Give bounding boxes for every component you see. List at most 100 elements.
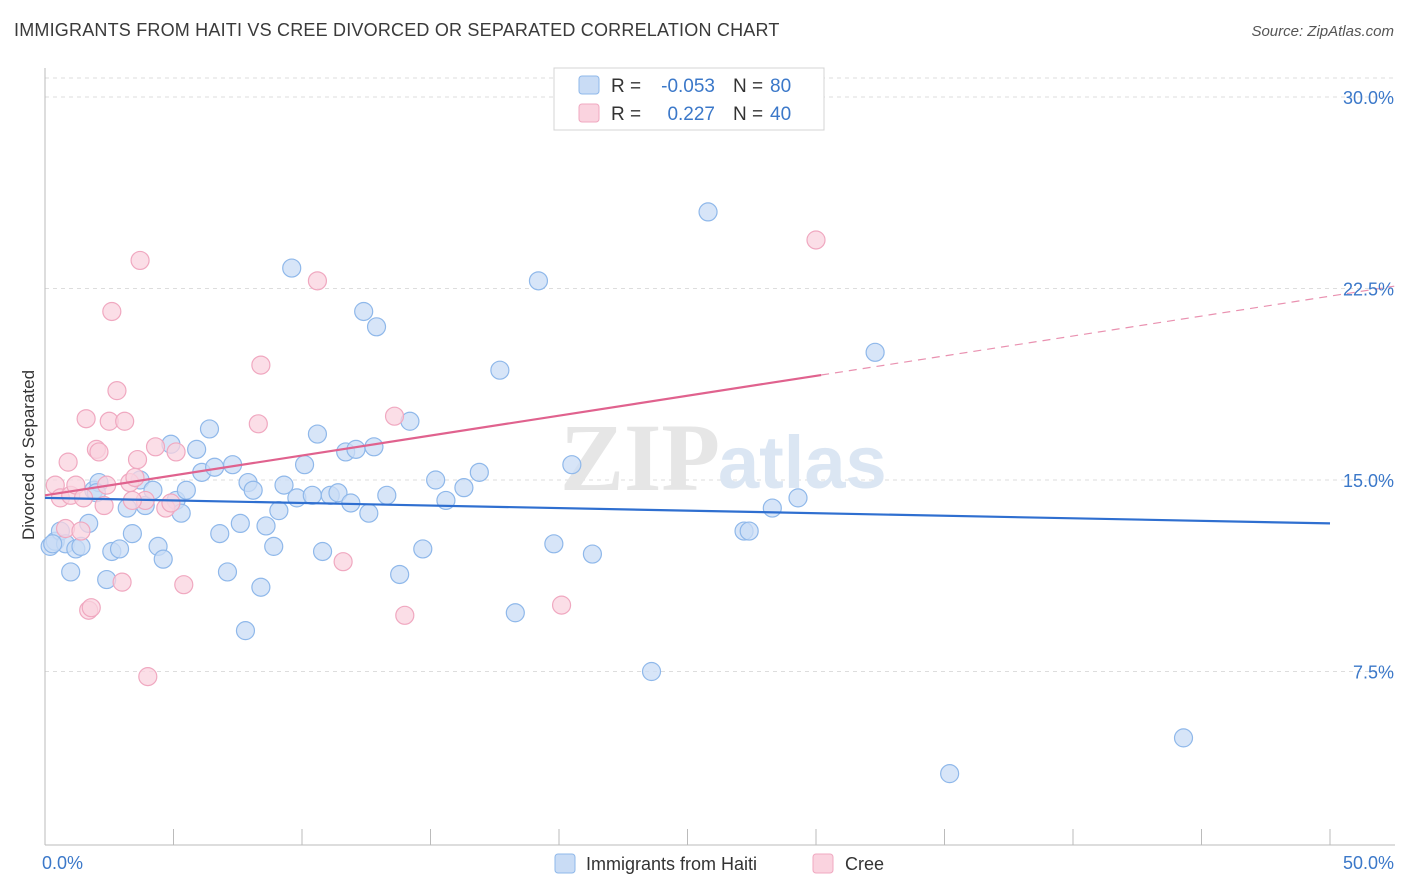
chart-source: Source: ZipAtlas.com xyxy=(1251,23,1394,40)
legend-r-label-cree: R = xyxy=(611,104,641,125)
axes xyxy=(44,68,1395,846)
trend-lines xyxy=(44,285,1395,525)
point-cree xyxy=(81,598,101,618)
y-tick-labels: 7.5% 15.0% 22.5% 30.0% xyxy=(1343,88,1394,683)
point-haiti xyxy=(302,485,322,505)
point-cree xyxy=(115,411,135,431)
point-cree xyxy=(112,572,132,592)
point-haiti xyxy=(762,498,782,518)
point-haiti xyxy=(390,564,410,585)
point-cree xyxy=(76,409,96,429)
point-haiti xyxy=(544,534,564,554)
point-haiti xyxy=(413,539,433,559)
point-haiti xyxy=(377,485,397,505)
point-haiti xyxy=(312,541,333,562)
point-haiti xyxy=(641,661,662,682)
point-haiti xyxy=(153,549,173,569)
point-haiti xyxy=(562,455,582,475)
point-haiti xyxy=(264,536,284,556)
point-haiti xyxy=(256,516,276,536)
point-cree xyxy=(395,605,415,625)
point-cree xyxy=(102,301,122,322)
point-haiti xyxy=(230,513,250,534)
point-haiti xyxy=(426,470,446,490)
bottom-legend: Immigrants from Haiti Cree xyxy=(554,853,884,874)
point-cree xyxy=(384,406,405,426)
point-cree xyxy=(251,355,271,375)
point-cree xyxy=(94,495,114,516)
y-tick-label: 15.0% xyxy=(1343,471,1394,491)
point-cree xyxy=(307,271,328,291)
point-cree xyxy=(138,667,158,687)
point-haiti xyxy=(307,424,328,444)
point-haiti xyxy=(788,488,808,508)
point-haiti xyxy=(354,301,374,322)
x-tick-label-max: 50.0% xyxy=(1343,853,1394,873)
point-haiti xyxy=(1173,728,1194,748)
legend-r-label-haiti: R = xyxy=(611,76,641,97)
point-haiti xyxy=(243,480,263,500)
bottom-legend-label-cree: Cree xyxy=(845,854,884,874)
point-cree xyxy=(551,595,572,615)
point-haiti xyxy=(269,501,289,521)
point-haiti xyxy=(698,202,718,222)
legend-r-value-haiti: -0.053 xyxy=(661,76,715,97)
y-tick-label: 7.5% xyxy=(1353,663,1394,683)
point-haiti xyxy=(251,577,271,597)
point-haiti xyxy=(328,483,348,503)
y-axis-label: Divorced or Separated xyxy=(19,370,38,540)
point-haiti xyxy=(217,562,238,582)
point-cree xyxy=(71,521,91,541)
watermark-zip: ZIP xyxy=(560,404,720,511)
point-cree xyxy=(127,449,148,470)
point-haiti xyxy=(505,603,525,623)
point-cree xyxy=(806,230,826,250)
point-haiti xyxy=(187,439,207,459)
legend-n-label-haiti: N = xyxy=(733,76,763,97)
trend-line-haiti xyxy=(44,496,1331,525)
point-haiti xyxy=(528,271,549,291)
legend-r-value-cree: 0.227 xyxy=(667,104,715,125)
x-tick-marks xyxy=(44,829,1331,845)
y-tick-label: 22.5% xyxy=(1343,280,1394,300)
point-cree xyxy=(107,381,127,401)
x-tick-label-min: 0.0% xyxy=(42,853,83,873)
point-cree xyxy=(125,467,145,488)
point-haiti xyxy=(294,455,315,475)
point-cree xyxy=(166,442,186,462)
point-cree xyxy=(145,437,166,457)
point-haiti xyxy=(739,521,759,541)
point-haiti xyxy=(469,462,489,482)
legend-n-label-cree: N = xyxy=(733,104,763,125)
y-tick-label: 30.0% xyxy=(1343,88,1394,108)
data-points xyxy=(40,202,1194,784)
point-haiti xyxy=(359,503,379,523)
point-haiti xyxy=(210,524,230,544)
point-haiti xyxy=(176,480,196,500)
point-haiti xyxy=(940,764,960,784)
bottom-legend-swatch-haiti xyxy=(554,853,576,874)
point-haiti xyxy=(865,342,885,362)
point-haiti xyxy=(61,562,81,582)
point-cree xyxy=(130,250,150,271)
point-cree xyxy=(89,442,109,462)
point-haiti xyxy=(582,544,603,564)
point-cree xyxy=(333,552,353,572)
point-haiti xyxy=(199,419,220,439)
trend-line-cree-extension xyxy=(821,285,1395,376)
point-haiti xyxy=(490,360,510,380)
bottom-legend-swatch-cree xyxy=(812,853,834,874)
point-haiti xyxy=(235,621,256,641)
legend: R = -0.053 N = 80 R = 0.227 N = 40 xyxy=(553,67,825,131)
point-cree xyxy=(58,452,78,472)
point-haiti xyxy=(366,317,387,337)
point-cree xyxy=(161,493,181,513)
legend-swatch-haiti xyxy=(578,75,600,95)
chart-title: IMMIGRANTS FROM HAITI VS CREE DIVORCED O… xyxy=(14,20,780,40)
trend-line-cree xyxy=(44,373,822,497)
legend-swatch-cree xyxy=(578,103,600,123)
point-haiti xyxy=(43,534,63,554)
legend-n-value-haiti: 80 xyxy=(770,76,791,97)
point-haiti xyxy=(364,437,384,457)
